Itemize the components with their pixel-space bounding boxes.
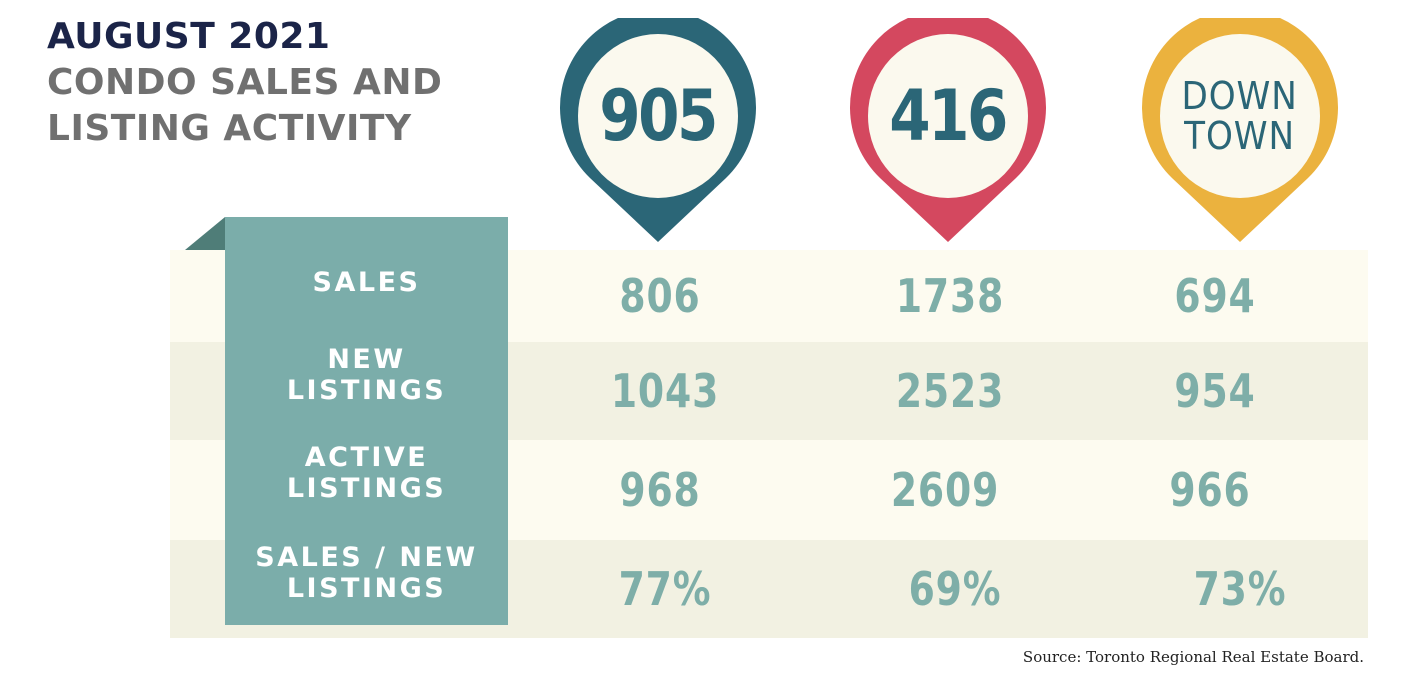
row-label-sales-ratio: SALES / NEW LISTINGS [225, 542, 508, 604]
map-pin-icon [560, 18, 756, 242]
map-pin-icon [850, 18, 1046, 242]
map-pin-icon [1142, 18, 1338, 242]
row-label-sales: SALES [225, 267, 508, 298]
infographic-title: AUGUST 2021 CONDO SALES AND LISTING ACTI… [47, 14, 442, 152]
title-date: AUGUST 2021 [47, 16, 331, 57]
region-pin-416: 416 [850, 18, 1046, 242]
cell-905-sales: 806 [619, 269, 701, 323]
row-label-line2: LISTINGS [286, 573, 447, 604]
row-label-line1: ACTIVE [304, 442, 429, 473]
cell-905-new-listings: 1043 [610, 364, 720, 418]
cell-416-sales-ratio: 69% [908, 562, 1002, 616]
row-label-active-listings: ACTIVE LISTINGS [225, 442, 508, 504]
ribbon-fold [185, 217, 225, 250]
title-line-2: CONDO SALES AND [47, 62, 443, 103]
region-pin-downtown: DOWN TOWN [1142, 18, 1338, 242]
source-note: Source: Toronto Regional Real Estate Boa… [1022, 648, 1364, 666]
cell-downtown-sales: 694 [1174, 269, 1256, 323]
cell-416-new-listings: 2523 [895, 364, 1005, 418]
region-label-downtown: DOWN TOWN [1182, 76, 1298, 156]
row-label-new-listings: NEW LISTINGS [225, 344, 508, 406]
region-label-line2: TOWN [1184, 114, 1296, 158]
row-label-line2: LISTINGS [286, 375, 447, 406]
row-label-ribbon: SALES NEW LISTINGS ACTIVE LISTINGS SALES… [225, 217, 508, 625]
region-label-line1: DOWN [1181, 74, 1299, 118]
row-label-line2: LISTINGS [286, 473, 447, 504]
region-label-416: 416 [889, 75, 1009, 157]
cell-416-active-listings: 2609 [890, 463, 1000, 517]
cell-905-sales-ratio: 77% [618, 562, 712, 616]
cell-905-active-listings: 968 [619, 463, 701, 517]
row-label-line1: SALES [312, 267, 421, 298]
cell-416-sales: 1738 [895, 269, 1005, 323]
region-pin-905: 905 [560, 18, 756, 242]
row-label-line1: NEW [327, 344, 406, 375]
row-label-line1: SALES / NEW [255, 542, 478, 573]
title-line-3: LISTING ACTIVITY [47, 108, 412, 149]
cell-downtown-new-listings: 954 [1174, 364, 1256, 418]
cell-downtown-active-listings: 966 [1169, 463, 1251, 517]
cell-downtown-sales-ratio: 73% [1193, 562, 1287, 616]
region-label-905: 905 [599, 75, 719, 157]
